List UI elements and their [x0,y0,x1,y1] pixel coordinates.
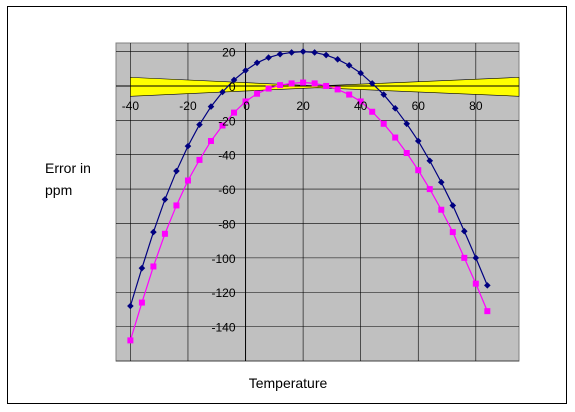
tick-labels: -40 -20 0 20 40 60 80 20 0 -20 -40 -60 -80 -100 -120 -1… [122,46,483,335]
y-axis-label: Error in ppm [45,157,91,201]
data-point [184,177,191,184]
data-point [288,80,295,87]
data-point [414,137,422,145]
data-point [265,85,272,92]
series-1 [127,48,491,310]
data-point [472,280,479,287]
y-axis-label-line1: Error in [45,160,91,176]
series-1-line [129,50,488,307]
data-point [426,186,433,193]
data-point [461,227,468,235]
y-tick-label: -20 [218,114,236,128]
y-tick-label: -120 [212,286,236,300]
data-point [231,109,238,116]
data-point [299,48,307,55]
data-point [265,54,272,61]
data-point [253,59,261,67]
data-point [334,56,341,63]
data-point [230,76,238,84]
data-point [219,122,226,129]
data-point [391,105,399,112]
series-layer [127,48,491,344]
chart-frame: -40 -20 0 20 40 60 80 20 0 -20 -40 -60 -80 -100 -120 -1… [7,6,567,404]
data-point [127,337,134,344]
data-point [323,82,330,89]
series-2-line [129,81,488,341]
x-tick-label: 20 [296,99,310,113]
data-point [403,120,411,128]
x-tick-label: 0 [243,99,250,113]
y-axis-label-line2: ppm [45,182,73,198]
x-tick-label: 60 [412,99,426,113]
data-point [311,80,318,87]
data-point [449,202,457,209]
data-point [426,157,434,165]
x-tick-label: 40 [354,99,368,113]
data-point [369,108,376,115]
data-point [403,150,410,157]
data-point [196,121,203,128]
x-tick-label: 80 [469,99,483,113]
data-point [392,134,399,141]
plot-svg: -40 -20 0 20 40 60 80 20 0 -20 -40 -60 -80 -100 -120 -1… [115,42,520,362]
data-point [311,49,318,56]
x-axis-label: Temperature [248,375,328,391]
data-point [161,196,169,203]
series-2 [127,79,491,344]
x-tick-label: -40 [122,99,140,113]
data-point [219,88,226,96]
data-point [184,142,192,150]
plot-area [115,42,520,362]
data-point [138,299,145,306]
data-point [437,178,445,186]
data-point [254,90,261,97]
y-tick-label: -140 [212,321,236,335]
data-point [242,98,249,105]
data-point [207,103,215,110]
data-point [415,167,422,174]
data-point [346,91,353,98]
data-point [288,49,295,56]
data-point [334,86,341,93]
data-point [242,67,249,74]
data-point [276,50,284,58]
data-point [357,69,364,77]
data-point [345,62,353,69]
data-point [138,264,146,272]
data-point [173,202,180,209]
y-tick-label: -40 [218,149,236,163]
y-tick-label: 20 [222,46,236,60]
x-tick-label: -20 [179,99,197,113]
y-tick-label: 0 [229,80,236,94]
data-point [207,137,214,144]
data-point [472,254,480,262]
data-point [300,79,307,86]
data-point [161,230,168,237]
data-point [322,51,330,59]
data-point [173,167,180,175]
y-tick-label: -60 [218,183,236,197]
y-tick-label: -100 [212,252,236,266]
data-point [449,229,456,236]
data-point [438,206,445,213]
data-point [150,228,157,236]
data-point [380,120,387,127]
data-point [196,156,203,163]
data-point [461,254,468,261]
data-point [484,282,491,289]
data-point [368,80,376,87]
data-point [380,91,388,98]
data-point [150,263,157,270]
data-point [277,82,284,89]
data-point [484,308,491,315]
data-point [357,98,364,105]
y-tick-label: -80 [218,217,236,231]
